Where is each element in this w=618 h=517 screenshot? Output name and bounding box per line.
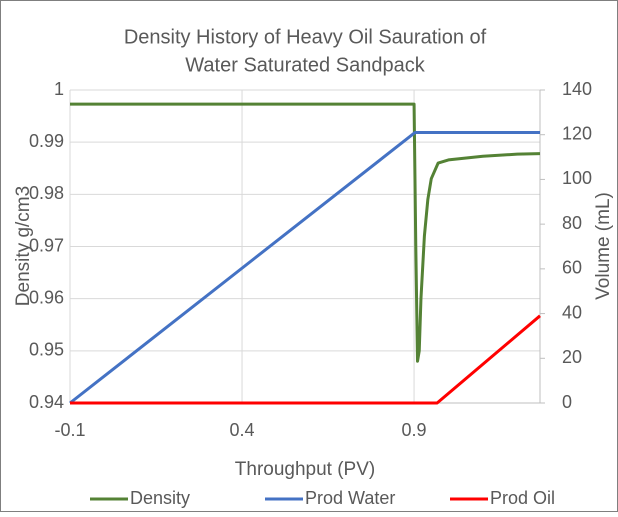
y-tick-label: 0.98 [29,183,64,203]
chart-title: Water Saturated Sandpack [185,54,425,76]
y-tick-label: 0.95 [29,340,64,360]
y2-tick-label: 60 [562,258,582,278]
chart-title: Density History of Heavy Oil Sauration o… [124,26,487,48]
series-line [70,314,541,405]
y2-axis-label: Volume (mL) [593,192,614,300]
x-tick-label: 0.9 [402,420,427,440]
x-tick-label: -0.1 [54,420,85,440]
y2-tick-label: 40 [562,302,582,322]
y-tick-label: 0.97 [29,235,64,255]
y-tick-label: 0.94 [29,392,64,412]
y2-tick-label: 120 [562,123,592,143]
y2-tick-label: 140 [562,79,592,99]
legend-label: Prod Water [305,488,395,508]
series-line [70,102,541,363]
x-tick-label: 0.4 [230,420,255,440]
y2-tick-label: 20 [562,347,582,367]
y2-tick-label: 0 [562,392,572,412]
y-tick-label: 1 [54,79,64,99]
y2-tick-label: 100 [562,168,592,188]
y-tick-label: 0.99 [29,131,64,151]
y-axis-label: Density g/cm3 [13,186,34,306]
x-axis-label: Throughput (PV) [235,459,375,480]
series-line [69,130,540,405]
y2-tick-label: 80 [562,213,582,233]
y-tick-label: 0.96 [29,287,64,307]
legend-label: Prod Oil [490,488,555,508]
legend-label: Density [130,488,190,508]
